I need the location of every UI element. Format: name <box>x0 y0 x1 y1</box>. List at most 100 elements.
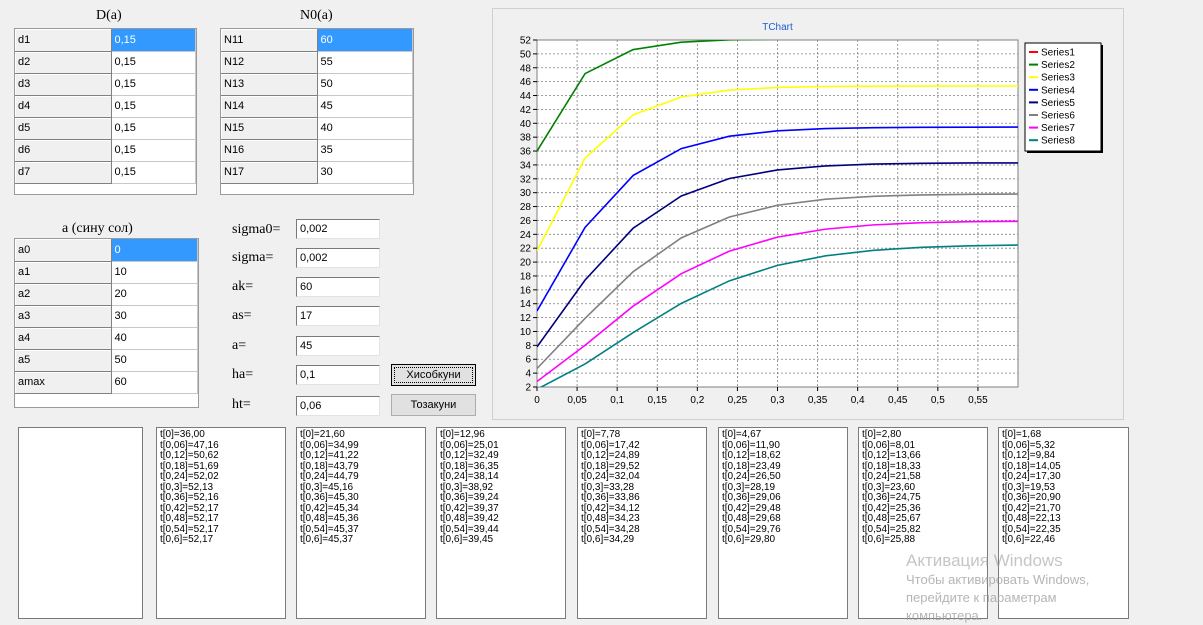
ha-input[interactable]: 0,1 <box>296 365 380 385</box>
as-input[interactable]: 17 <box>296 306 380 326</box>
a-row[interactable]: a1 10 <box>15 261 198 284</box>
a-row-label: a0 <box>15 239 112 262</box>
a-input[interactable]: 45 <box>296 336 380 356</box>
a-row-value[interactable]: 50 <box>111 349 198 372</box>
series-line-series4 <box>537 126 1018 312</box>
memo-1[interactable]: t[0]=36,00 t[0,06]=47,16 t[0,12]=50,62 t… <box>156 427 286 619</box>
memo-7[interactable]: t[0]=1,68 t[0,06]=5,32 t[0,12]=9,84 t[0,… <box>998 427 1129 619</box>
d-row[interactable]: d1 0,15 <box>15 29 196 52</box>
n-row-label: N14 <box>221 95 318 118</box>
y-tick-label: 4 <box>525 369 531 380</box>
n-row-value[interactable]: 60 <box>317 29 413 52</box>
a-row-value[interactable]: 20 <box>111 283 198 306</box>
d-grid[interactable]: d1 0,15 d2 0,15 d3 0,15 d4 0,15 d5 0,15 d6 0,15 d7 0,… <box>14 28 197 195</box>
y-tick-label: 42 <box>520 105 532 116</box>
n-row-value[interactable]: 50 <box>317 73 413 96</box>
x-tick-label: 0,25 <box>728 395 748 406</box>
a-row[interactable]: a4 40 <box>15 327 198 350</box>
a-row[interactable]: a2 20 <box>15 283 198 306</box>
legend-shadow-r <box>1101 45 1103 153</box>
y-tick-label: 26 <box>520 216 532 227</box>
ht-input[interactable]: 0,06 <box>296 396 380 416</box>
n-row[interactable]: N16 35 <box>221 139 413 162</box>
n-row-value[interactable]: 40 <box>317 117 413 140</box>
d-row-label: d3 <box>15 73 112 96</box>
ak-input[interactable]: 60 <box>296 277 380 297</box>
a-row-value[interactable]: 60 <box>111 371 198 394</box>
y-tick-label: 12 <box>520 313 532 324</box>
a-row-label: a2 <box>15 283 112 306</box>
d-row[interactable]: d4 0,15 <box>15 95 196 118</box>
d-row-value[interactable]: 0,15 <box>111 161 196 184</box>
clear-button[interactable]: Тозакуни <box>391 394 476 416</box>
n-row[interactable]: N12 55 <box>221 51 413 74</box>
tchart: TChart 2 4 6 8 10 12 14 16 18 20 22 24 26 28 30 32 34 36 38… <box>492 8 1124 420</box>
watermark-line-1: Чтобы активировать Windows, <box>906 572 1090 587</box>
a-row[interactable]: a3 30 <box>15 305 198 328</box>
y-tick-label: 28 <box>520 202 532 213</box>
n-row-label: N15 <box>221 117 318 140</box>
n-row-value[interactable]: 35 <box>317 139 413 162</box>
d-row-value[interactable]: 0,15 <box>111 95 196 118</box>
memo-4[interactable]: t[0]=7,78 t[0,06]=17,42 t[0,12]=24,89 t[… <box>577 427 707 619</box>
n-row-label: N13 <box>221 73 318 96</box>
memo-2[interactable]: t[0]=21,60 t[0,06]=34,99 t[0,12]=41,22 t… <box>296 427 426 619</box>
a-row-value[interactable]: 0 <box>111 239 198 262</box>
d-row-value[interactable]: 0,15 <box>111 73 196 96</box>
y-tick-label: 22 <box>520 244 532 255</box>
d-row-value[interactable]: 0,15 <box>111 51 196 74</box>
x-tick-label: 0,15 <box>648 395 668 406</box>
x-tick-label: 0,4 <box>851 395 865 406</box>
sigma-label: sigma= <box>232 250 274 265</box>
sigma0-input[interactable]: 0,002 <box>296 219 380 239</box>
memo-5[interactable]: t[0]=4,67 t[0,06]=11,90 t[0,12]=18,62 t[… <box>718 427 848 619</box>
y-tick-label: 34 <box>520 160 532 171</box>
n-row[interactable]: N11 60 <box>221 29 413 52</box>
x-tick-label: 0 <box>534 395 540 406</box>
n-row[interactable]: N17 30 <box>221 161 413 184</box>
legend-label: Series2 <box>1041 60 1075 71</box>
n-row[interactable]: N15 40 <box>221 117 413 140</box>
n-row-value[interactable]: 30 <box>317 161 413 184</box>
a-row[interactable]: a0 0 <box>15 239 198 262</box>
x-tick-label: 0,05 <box>567 395 587 406</box>
n-row-label: N17 <box>221 161 318 184</box>
d-row[interactable]: d5 0,15 <box>15 117 196 140</box>
memo-3[interactable]: t[0]=12,96 t[0,06]=25,01 t[0,12]=32,49 t… <box>436 427 566 619</box>
n-grid[interactable]: N11 60 N12 55 N13 50 N14 45 N15 40 N16 35 N17 30 <box>220 28 414 195</box>
x-tick-label: 0,2 <box>690 395 704 406</box>
d-row-value[interactable]: 0,15 <box>111 29 196 52</box>
y-tick-label: 46 <box>520 77 532 88</box>
ht-label: ht= <box>232 397 251 412</box>
n-row[interactable]: N13 50 <box>221 73 413 96</box>
legend-label: Series3 <box>1041 73 1075 84</box>
d-row-value[interactable]: 0,15 <box>111 139 196 162</box>
a-grid[interactable]: a0 0 a1 10 a2 20 a3 30 a4 40 a5 50 amax 60 <box>14 238 199 408</box>
chart-title: TChart <box>762 22 793 33</box>
n-row[interactable]: N14 45 <box>221 95 413 118</box>
a-row[interactable]: a5 50 <box>15 349 198 372</box>
memo-0[interactable] <box>18 427 143 619</box>
a-row-value[interactable]: 10 <box>111 261 198 284</box>
n-row-value[interactable]: 55 <box>317 51 413 74</box>
sigma-input[interactable]: 0,002 <box>296 248 380 268</box>
activation-watermark-title: Активация Windows <box>906 551 1063 570</box>
d-row-value[interactable]: 0,15 <box>111 117 196 140</box>
y-tick-label: 48 <box>520 63 532 74</box>
a-label: a= <box>232 338 247 353</box>
legend-label: Series5 <box>1041 98 1075 109</box>
memo-6[interactable]: t[0]=2,80 t[0,06]=8,01 t[0,12]=13,66 t[0… <box>858 427 988 619</box>
a-row-value[interactable]: 30 <box>111 305 198 328</box>
n-row-label: N16 <box>221 139 318 162</box>
d-row[interactable]: d6 0,15 <box>15 139 196 162</box>
compute-button[interactable]: Хисобкуни <box>391 364 476 386</box>
y-tick-label: 50 <box>520 49 532 60</box>
d-row[interactable]: d3 0,15 <box>15 73 196 96</box>
n-row-value[interactable]: 45 <box>317 95 413 118</box>
a-row-label: a3 <box>15 305 112 328</box>
a-row[interactable]: amax 60 <box>15 371 198 394</box>
x-tick-label: 0,35 <box>808 395 828 406</box>
a-row-value[interactable]: 40 <box>111 327 198 350</box>
d-row[interactable]: d7 0,15 <box>15 161 196 184</box>
d-row[interactable]: d2 0,15 <box>15 51 196 74</box>
